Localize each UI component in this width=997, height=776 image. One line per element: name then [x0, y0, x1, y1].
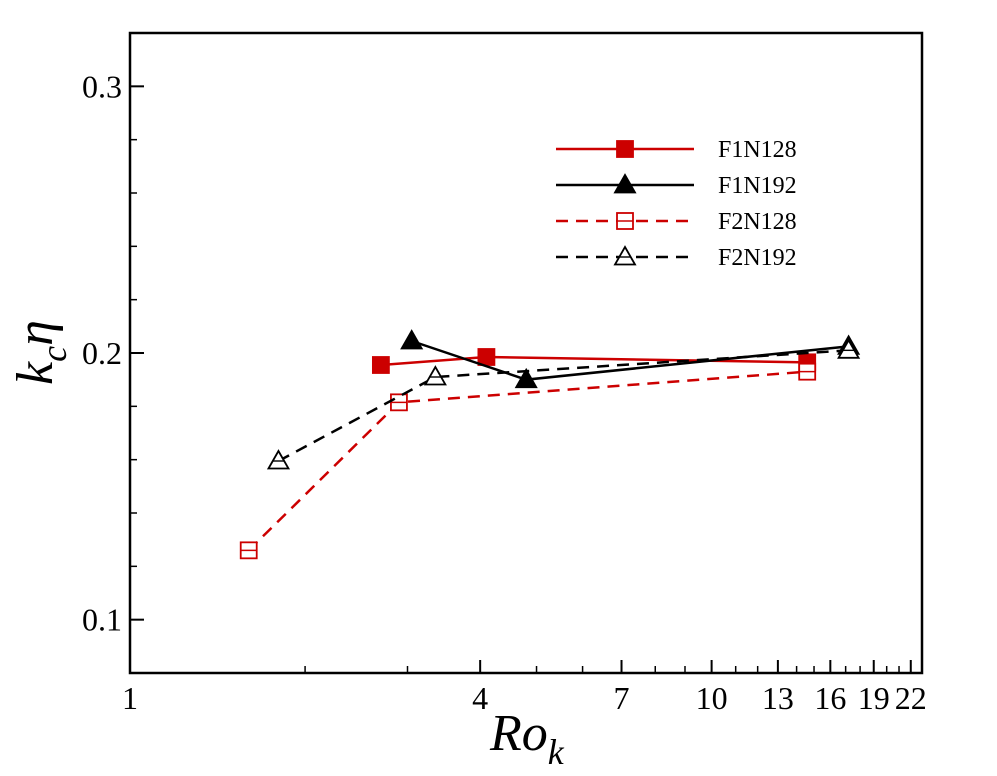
- x-tick-label: 19: [858, 680, 890, 716]
- x-tick-label: 22: [895, 680, 927, 716]
- x-tick-label: 1: [122, 680, 138, 716]
- series-line: [247, 370, 808, 552]
- data-point: [423, 365, 447, 386]
- series-F2N192: [266, 338, 861, 470]
- y-tick-label: 0.2: [82, 335, 122, 371]
- legend-marker: [613, 245, 637, 266]
- legend-item: F1N192: [556, 173, 797, 199]
- series-line: [277, 349, 849, 463]
- legend-marker: [613, 173, 637, 194]
- legend-label: F2N192: [718, 245, 797, 271]
- data-point: [400, 329, 424, 350]
- data-point: [477, 348, 496, 366]
- legend-item: F2N192: [556, 245, 797, 271]
- legend-label: F2N128: [718, 209, 797, 235]
- minor-ticks: [130, 138, 900, 673]
- y-axis-title: kcη: [7, 320, 74, 385]
- y-tick-label: 0.3: [82, 68, 122, 104]
- x-tick-label: 10: [696, 680, 728, 716]
- y-tick-label: 0.1: [82, 602, 122, 638]
- data-point: [266, 449, 291, 470]
- x-tick-label: 4: [472, 680, 488, 716]
- legend-item: F1N128: [556, 137, 797, 163]
- legend: F1N128 F1N192 F2N128 F2N192: [556, 137, 797, 271]
- series-F2N128: [239, 362, 817, 560]
- major-ticks: 1 4 7 10 13 16 19 22 0.1 0.2 0.3: [82, 68, 927, 716]
- series-F1N128: [371, 348, 817, 374]
- legend-marker: [616, 140, 634, 158]
- x-axis-title: Rok: [489, 705, 565, 772]
- x-tick-label: 7: [614, 680, 630, 716]
- x-tick-label: 13: [762, 680, 794, 716]
- data-point: [371, 356, 390, 374]
- legend-item: F2N128: [556, 209, 797, 235]
- data-point: [514, 367, 538, 389]
- series-layer: [239, 329, 861, 560]
- legend-label: F1N192: [718, 173, 797, 199]
- legend-label: F1N128: [718, 137, 797, 163]
- data-point: [837, 338, 861, 359]
- x-tick-label: 16: [814, 680, 846, 716]
